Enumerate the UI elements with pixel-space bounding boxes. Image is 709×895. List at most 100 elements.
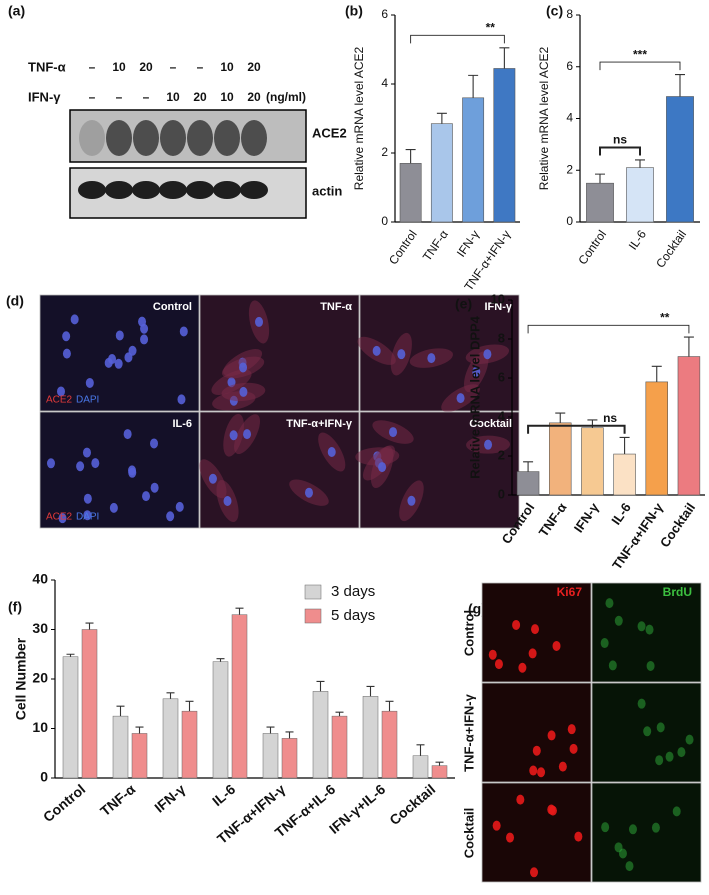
blot-signal <box>79 120 105 156</box>
x-tick-label: IL-6 <box>608 500 634 528</box>
column-label: BrdU <box>663 585 692 599</box>
y-axis-label: Relative mRNA level DPP4 <box>467 315 482 479</box>
nucleus <box>109 502 118 513</box>
significance-bracket <box>599 61 681 71</box>
nucleus <box>506 832 515 843</box>
nucleus <box>512 619 521 630</box>
stain-label: ACE2 <box>46 395 73 406</box>
bar <box>516 471 540 496</box>
lane-label: – <box>143 90 150 104</box>
bar <box>666 96 694 223</box>
nucleus <box>82 447 91 458</box>
nucleus <box>407 495 416 506</box>
nucleus <box>58 513 67 524</box>
nucleus <box>142 491 151 502</box>
bar <box>677 356 701 496</box>
row-label: Control <box>461 610 476 656</box>
nucleus <box>685 734 694 745</box>
significance-bracket <box>410 34 505 44</box>
bar <box>430 123 453 223</box>
bar <box>281 738 298 779</box>
error-bar <box>468 74 479 98</box>
column-label: Ki67 <box>557 585 583 599</box>
significance-bracket <box>527 424 626 434</box>
lane-label: 10 <box>220 60 234 74</box>
error-bar <box>85 622 94 630</box>
nucleus <box>516 794 525 805</box>
lane-label: 20 <box>193 90 207 104</box>
bar <box>131 733 148 779</box>
x-tick-label: Cocktail <box>386 781 438 828</box>
y-tick-label: 40 <box>32 571 48 587</box>
y-tick-label: 4 <box>498 408 506 423</box>
error-bar <box>316 680 325 692</box>
nucleus <box>656 722 665 733</box>
nucleus <box>140 334 149 345</box>
y-tick-label: 0 <box>381 214 388 228</box>
blot-signal <box>240 181 268 199</box>
blot-signal <box>132 181 160 199</box>
nucleus <box>46 458 55 469</box>
error-bar <box>619 436 630 455</box>
row-label: TNF-α+IFN-γ <box>461 693 476 771</box>
y-tick-label: 0 <box>566 214 573 228</box>
legend-label: 3 days <box>331 583 375 600</box>
nucleus <box>85 377 94 388</box>
blot-signal <box>105 181 133 199</box>
error-bar <box>595 173 605 184</box>
bar <box>62 656 79 779</box>
bar <box>431 765 448 779</box>
nucleus <box>558 761 567 772</box>
nucleus <box>601 822 610 833</box>
legend-label: 5 days <box>331 607 375 624</box>
bar <box>493 68 516 223</box>
bar <box>412 755 429 779</box>
nucleus <box>531 624 540 635</box>
lane-label: 10 <box>166 90 180 104</box>
y-tick-label: 2 <box>498 447 505 462</box>
micrograph-tile <box>199 294 360 412</box>
nucleus <box>243 429 252 440</box>
row-label: TNF-α <box>28 59 66 74</box>
error-bar <box>416 744 425 756</box>
bar <box>112 715 129 779</box>
nucleus <box>91 458 100 469</box>
tile-label: Control <box>153 301 192 313</box>
nucleus <box>530 867 539 878</box>
y-tick-label: 30 <box>32 620 48 636</box>
blot-signal <box>78 181 106 199</box>
nucleus <box>114 358 123 369</box>
nucleus <box>651 822 660 833</box>
nucleus <box>483 349 492 360</box>
x-tick-label: IFN-γ <box>151 781 188 816</box>
blot-signal <box>187 120 213 156</box>
nucleus <box>494 659 503 670</box>
micrograph-tile <box>39 411 200 529</box>
y-tick-label: 6 <box>381 7 388 21</box>
nucleus <box>625 861 634 872</box>
nucleus <box>665 751 674 762</box>
error-bar <box>675 73 685 97</box>
bar <box>381 710 398 779</box>
significance-label: *** <box>633 47 647 61</box>
error-bar <box>385 700 394 712</box>
error-bar <box>216 658 225 662</box>
y-tick-label: 6 <box>566 59 573 73</box>
error-bar <box>285 731 294 739</box>
y-tick-label: 10 <box>32 719 48 735</box>
lane-label: – <box>116 90 123 104</box>
y-tick-label: 0 <box>498 486 505 501</box>
blot-signal <box>106 120 132 156</box>
bar <box>81 629 98 779</box>
lane-label: – <box>89 60 96 74</box>
chart: (f) Cell Number 0 10 20 30 40 Control TNF-α IFN-γ… <box>8 571 455 847</box>
significance-label: ** <box>660 311 670 325</box>
nucleus <box>70 314 79 325</box>
bar <box>312 691 329 779</box>
y-tick-label: 6 <box>498 369 505 384</box>
nucleus <box>614 615 623 626</box>
bar <box>362 696 379 779</box>
bar <box>549 422 572 496</box>
y-tick-label: 8 <box>566 7 573 21</box>
error-bar <box>555 412 566 423</box>
